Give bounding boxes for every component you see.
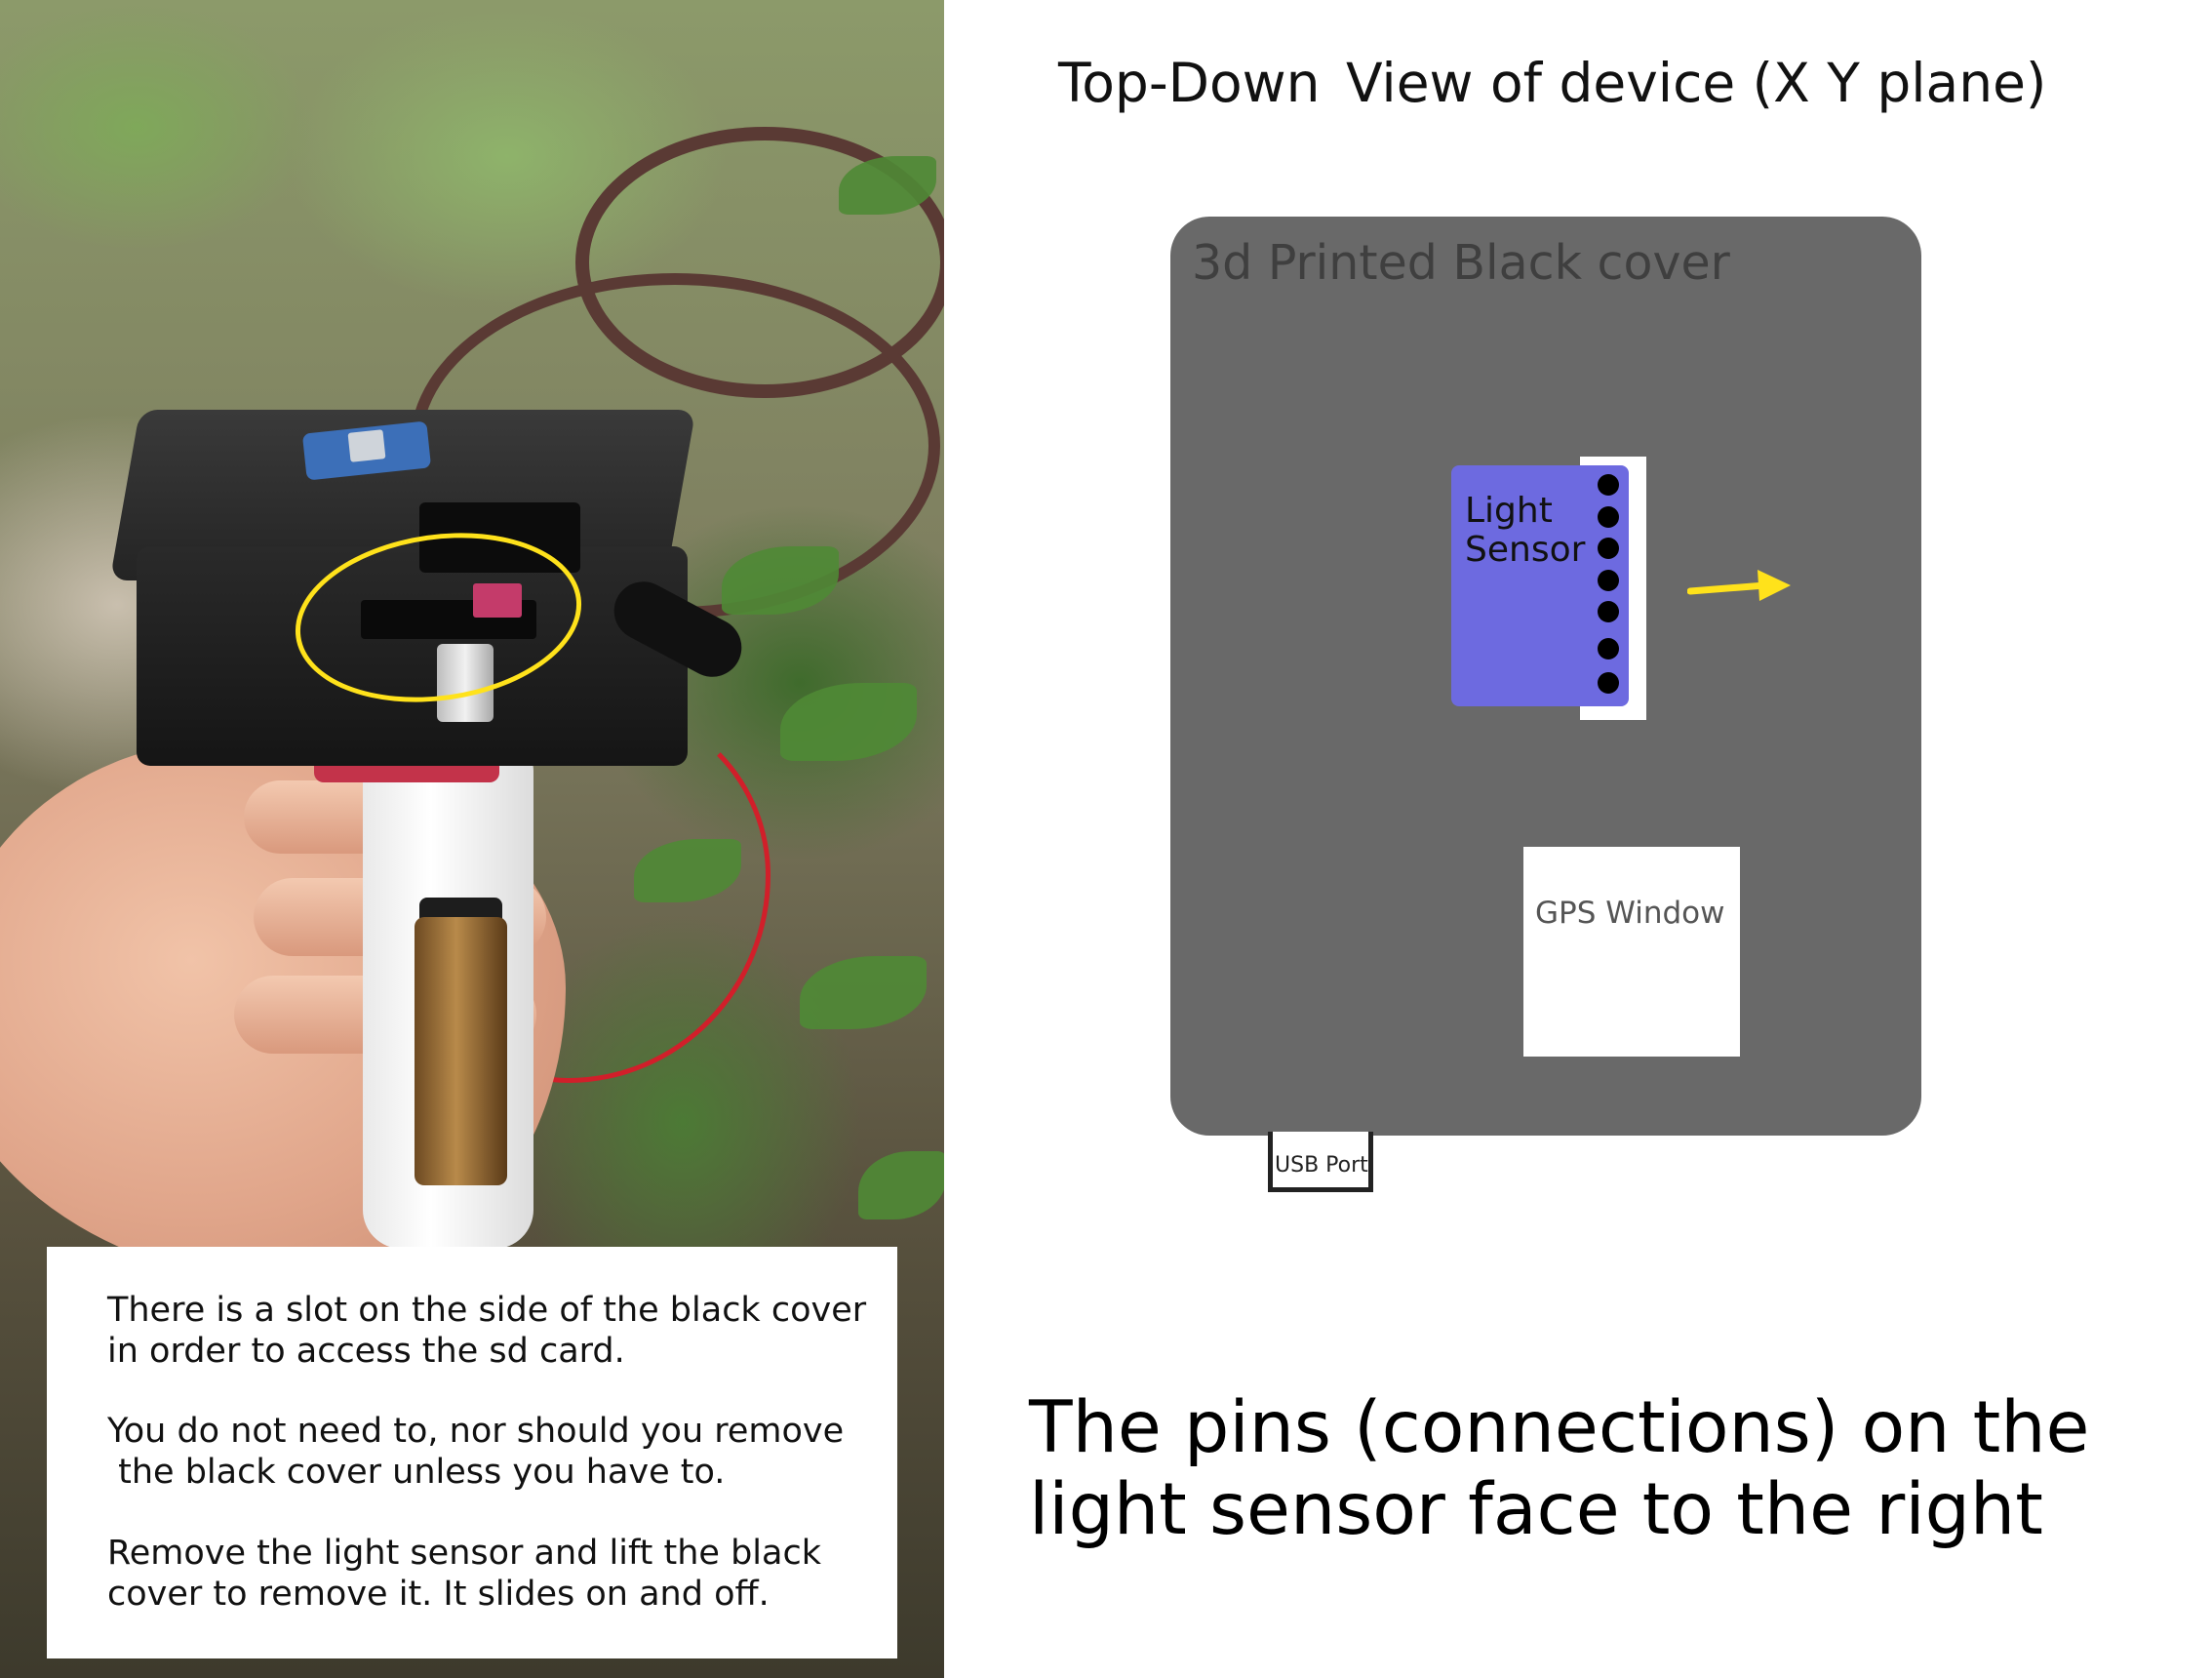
pins-direction-arrow-icon <box>1687 570 1791 601</box>
note-line-5: Remove the light sensor and lift the bla… <box>107 1534 821 1573</box>
usb-port-label: USB Port <box>1275 1153 1368 1178</box>
sensor-pin <box>1598 570 1619 591</box>
cover-label: 3d Printed Black cover <box>1192 235 1730 291</box>
sensor-chip <box>347 429 386 462</box>
gps-window-opening <box>419 502 580 573</box>
sensor-pin <box>1598 672 1619 694</box>
sensor-label-line-2: Sensor <box>1465 530 1586 570</box>
caption-line-2: light sensor face to the right <box>1029 1468 2043 1551</box>
diagram-title-left: Top-Down <box>1058 52 1321 114</box>
sd-card <box>473 583 522 618</box>
gps-window-label: GPS Window <box>1535 896 1725 931</box>
usb-port <box>1268 1132 1373 1192</box>
leaf <box>800 956 927 1029</box>
battery <box>415 917 507 1185</box>
note-box <box>47 1247 897 1658</box>
note-line-2: in order to access the sd card. <box>107 1332 625 1371</box>
sensor-pin <box>1598 538 1619 559</box>
leaf <box>858 1151 944 1219</box>
caption-line-1: The pins (connections) on the <box>1029 1386 2090 1469</box>
diagram-title-right: View of device (X Y plane) <box>1346 52 2047 114</box>
black-cover-front <box>137 546 688 766</box>
sensor-pin <box>1598 506 1619 528</box>
sensor-label-line-1: Light <box>1465 491 1553 531</box>
gps-window <box>1523 847 1740 1057</box>
usb-connector <box>437 644 494 722</box>
note-line-6: cover to remove it. It slides on and off… <box>107 1575 770 1614</box>
sensor-pin <box>1598 638 1619 659</box>
note-line-1: There is a slot on the side of the black… <box>107 1291 867 1330</box>
note-line-4: the black cover unless you have to. <box>107 1453 726 1492</box>
sensor-pin <box>1598 601 1619 622</box>
sensor-pin <box>1598 474 1619 496</box>
note-line-3: You do not need to, nor should you remov… <box>107 1412 845 1451</box>
leaf <box>780 683 917 761</box>
